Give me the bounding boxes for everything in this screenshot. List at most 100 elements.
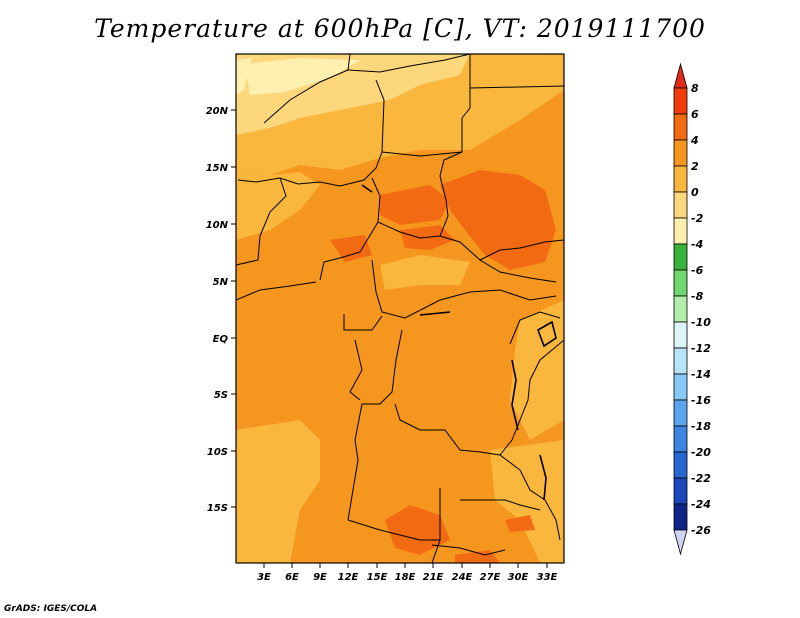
lon-label-12e: 12E xyxy=(338,572,359,583)
colorbar-label: -8 xyxy=(691,290,704,303)
coast-gulf-guinea xyxy=(236,281,317,301)
colorbar-label: -10 xyxy=(691,316,711,329)
colorbar-box xyxy=(673,269,688,297)
border-niger-mali xyxy=(237,79,385,187)
border-mozambique xyxy=(519,469,561,541)
colorbar-label: 4 xyxy=(690,134,699,147)
border-algeria-west xyxy=(263,54,351,124)
map-title: Temperature at 600hPa [C], VT: 201911170… xyxy=(94,14,706,43)
lat-label-5s: 5S xyxy=(214,390,228,401)
colorbar-label: 2 xyxy=(691,160,699,173)
field-zone-southwest xyxy=(236,420,320,563)
border-nigeria-cameroon xyxy=(319,177,381,281)
lake-fragment-a xyxy=(419,311,451,316)
lake-tanganyika xyxy=(511,359,519,431)
lat-label-15s: 15S xyxy=(207,503,228,514)
colorbar-label: -4 xyxy=(691,238,703,251)
field-zone-southeast xyxy=(490,440,564,563)
lake-malawi xyxy=(539,454,547,501)
colorbar-label: -22 xyxy=(691,472,711,485)
colorbar-label: -12 xyxy=(691,342,711,355)
lat-label-15n: 15N xyxy=(206,163,229,174)
field-zone-sahara-cool-west xyxy=(236,58,252,95)
border-car-congo xyxy=(377,221,557,283)
lat-label-20n: 20N xyxy=(206,106,229,117)
lon-label-15e: 15E xyxy=(367,572,388,583)
colorbar-box xyxy=(673,347,688,375)
lon-label-30e: 30E xyxy=(508,572,529,583)
border-egypt-sudan xyxy=(469,85,564,89)
border-libya-egypt xyxy=(461,54,471,119)
lon-label-6e: 6E xyxy=(285,572,299,583)
colorbar-label: 8 xyxy=(691,82,699,95)
colorbar: 8 6 4 2 0 -2 -4 -6 -8 -10 -12 -14 -16 -18 -20 -22 -24 -26 xyxy=(673,62,711,556)
field-zone-nigeria-warm xyxy=(330,235,372,262)
field-zone-chad-warm xyxy=(380,185,450,225)
lon-label-18e: 18E xyxy=(395,572,416,583)
lon-label-24e: 24E xyxy=(452,572,473,583)
lon-label-9e: 9E xyxy=(313,572,327,583)
colorbar-box xyxy=(673,165,688,193)
colorbar-label: 6 xyxy=(691,108,699,121)
border-namibia-botswana xyxy=(431,488,441,563)
colorbar-arrow-bottom xyxy=(673,529,688,556)
colorbar-label: -24 xyxy=(691,498,711,511)
colorbar-box xyxy=(673,321,688,349)
field-zone-sahara-cool xyxy=(245,58,360,95)
border-chad-libya xyxy=(381,151,463,157)
border-sudan-south xyxy=(479,239,564,261)
lon-label-27e: 27E xyxy=(480,572,501,583)
colorbar-label: -14 xyxy=(691,368,711,381)
country-borders xyxy=(236,54,564,563)
lake-victoria xyxy=(537,320,557,348)
colorbar-box xyxy=(673,425,688,453)
field-zone-central xyxy=(380,255,470,290)
map-frame xyxy=(235,53,565,564)
lon-label-3e: 3E xyxy=(257,572,271,583)
colorbar-box xyxy=(673,295,688,323)
colorbar-box xyxy=(673,477,688,505)
border-drc-angola xyxy=(347,329,403,521)
temperature-field xyxy=(236,54,564,563)
colorbar-box xyxy=(673,243,688,271)
border-drc-zambia xyxy=(394,403,521,471)
latitude-axis: 20N 15N 10N 5N EQ 5S 10S 15S xyxy=(206,106,236,514)
lat-label-eq: EQ xyxy=(213,334,229,345)
border-tanzania xyxy=(499,339,564,456)
field-zone-botswana-warm xyxy=(385,505,450,555)
colorbar-label: -26 xyxy=(691,524,711,537)
colorbar-box xyxy=(673,399,688,427)
field-zone-sudan-warm xyxy=(440,170,556,270)
colorbar-box xyxy=(673,139,688,167)
lat-label-10n: 10N xyxy=(206,220,229,231)
field-zone-mozambique-warm xyxy=(505,515,535,532)
colorbar-label: -20 xyxy=(691,446,711,459)
border-congo-coast xyxy=(349,339,363,401)
field-zone-east-lakes xyxy=(510,300,564,440)
lat-label-10s: 10S xyxy=(207,447,228,458)
colorbar-box xyxy=(673,451,688,479)
colorbar-arrow-top xyxy=(673,62,688,89)
longitude-axis: 3E 6E 9E 12E 15E 18E 21E 24E 27E 30E 33E xyxy=(257,563,558,583)
lon-label-21e: 21E xyxy=(423,572,444,583)
lakes xyxy=(361,184,557,501)
colorbar-box xyxy=(673,373,688,401)
field-zone-west xyxy=(236,170,320,240)
lon-label-33e: 33E xyxy=(537,572,558,583)
grads-credit: GrADS: IGES/COLA xyxy=(4,604,98,614)
border-zimbabwe xyxy=(460,499,541,511)
border-algeria-libya xyxy=(347,54,471,73)
lat-label-5n: 5N xyxy=(213,277,229,288)
colorbar-label: -2 xyxy=(691,212,704,225)
border-car-drc xyxy=(371,259,557,319)
border-nigeria-benin xyxy=(236,177,287,266)
colorbar-box xyxy=(673,217,688,245)
colorbar-label: -16 xyxy=(691,394,711,407)
border-uganda xyxy=(509,311,561,345)
border-namibia-angola xyxy=(347,519,440,541)
colorbar-box xyxy=(673,503,688,531)
colorbar-label: 0 xyxy=(691,186,699,199)
colorbar-label: -6 xyxy=(691,264,704,277)
colorbar-box xyxy=(673,191,688,219)
